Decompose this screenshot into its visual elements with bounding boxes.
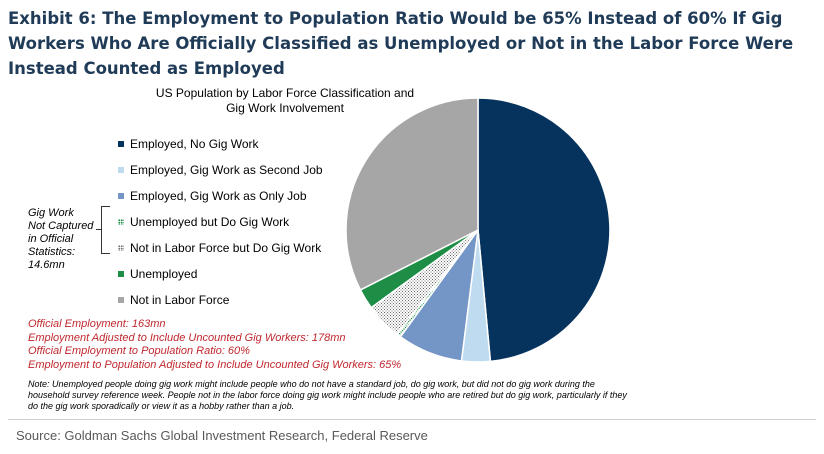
annotation-line: Not Captured	[28, 220, 94, 232]
annotation-line: Statistics:	[28, 246, 76, 258]
legend-label: Employed, Gig Work as Second Job	[130, 163, 323, 177]
legend-label: Not in Labor Force but Do Gig Work	[130, 241, 322, 255]
legend-swatch-icon	[118, 271, 124, 277]
legend-label: Unemployed	[130, 267, 198, 281]
legend-swatch-icon	[118, 297, 124, 303]
legend-label: Employed, Gig Work as Only Job	[130, 189, 307, 203]
gig-not-captured-annotation: Gig Work Not Captured in Official Statistic…	[28, 207, 100, 272]
annotation-line: in Official	[28, 233, 74, 245]
legend-swatch-icon	[118, 141, 124, 147]
footnote: Note: Unemployed people doing gig work m…	[28, 379, 627, 412]
pie-slice-employed-no-gig-work	[477, 97, 611, 363]
legend-label: Unemployed but Do Gig Work	[130, 215, 290, 229]
legend-item-unemployed: Unemployed	[118, 261, 323, 287]
annotation-line: Gig Work	[28, 207, 74, 219]
stat-official-employment: Official Employment: 163mn	[28, 318, 166, 330]
legend-item-employed-gig-work-as-second-job: Employed, Gig Work as Second Job	[118, 157, 323, 183]
exhibit-title: Exhibit 6: The Employment to Population …	[8, 9, 794, 78]
chart-title: US Population by Labor Force Classificat…	[155, 86, 415, 115]
annotation-bracket	[101, 206, 110, 254]
legend-swatch-icon	[118, 167, 124, 173]
legend-swatch-icon	[118, 219, 124, 225]
annotation-line: 14.6mn	[28, 259, 65, 271]
divider	[8, 419, 816, 420]
legend-swatch-icon	[118, 245, 124, 251]
annotation-bracket-tick	[96, 229, 102, 230]
source-line: Source: Goldman Sachs Global Investment …	[16, 428, 428, 443]
legend-swatch-icon	[118, 193, 124, 199]
legend-item-not-in-labor-force-but-do-gig-work: Not in Labor Force but Do Gig Work	[118, 235, 323, 261]
legend-item-unemployed-but-do-gig-work: Unemployed but Do Gig Work	[118, 209, 323, 235]
stat-adjusted-ratio: Employment to Population Adjusted to Inc…	[28, 358, 402, 371]
stat-adjusted-employment: Employment Adjusted to Include Uncounted…	[28, 331, 346, 344]
legend-item-employed-gig-work-as-only-job: Employed, Gig Work as Only Job	[118, 183, 323, 209]
legend-label: Not in Labor Force	[130, 293, 230, 307]
legend: Employed, No Gig Work Employed, Gig Work …	[118, 131, 323, 313]
legend-label: Employed, No Gig Work	[130, 137, 259, 151]
legend-item-employed-no-gig-work: Employed, No Gig Work	[118, 131, 323, 157]
stat-official-ratio: Official Employment to Population Ratio:…	[28, 345, 250, 357]
pie-slice-not-in-labor-force	[345, 97, 479, 291]
stats-block: Official Employment: 163mn Employment Ad…	[28, 318, 401, 372]
legend-item-not-in-labor-force: Not in Labor Force	[118, 287, 323, 313]
